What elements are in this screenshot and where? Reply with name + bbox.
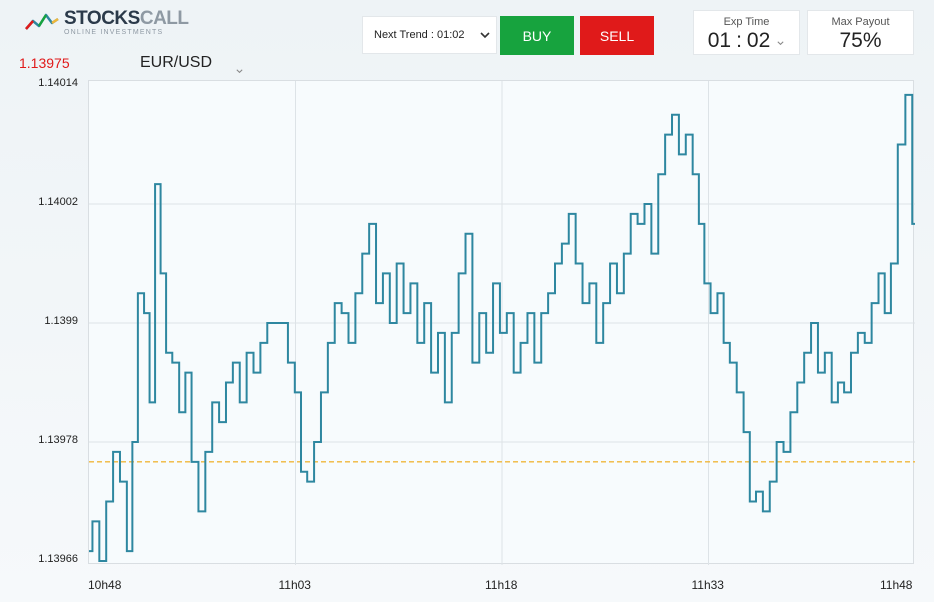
exp-time-minutes: 01 — [707, 29, 732, 52]
logo-name: STOCKSCALL — [64, 9, 189, 28]
max-payout-box: Max Payout 75% — [807, 10, 914, 55]
chevron-down-icon — [777, 40, 784, 45]
y-tick-label: 1.14002 — [38, 196, 78, 208]
logo: STOCKSCALL ONLINE INVESTMENTS — [24, 8, 189, 36]
y-tick-label: 1.1399 — [44, 315, 78, 327]
logo-tagline: ONLINE INVESTMENTS — [64, 28, 164, 36]
currency-pair[interactable]: EUR/USD — [140, 54, 213, 71]
exp-time-label: Exp Time — [723, 16, 770, 28]
exp-time-seconds: 02 — [746, 29, 771, 52]
chart-line-logo-icon — [25, 13, 59, 30]
logo-name-light: CALL — [139, 7, 189, 29]
price-chart-svg — [89, 81, 915, 565]
x-tick-label: 10h48 — [88, 578, 122, 592]
exp-time-box[interactable]: Exp Time 01 : 02 — [693, 10, 800, 55]
x-tick-label: 11h03 — [278, 578, 311, 592]
y-tick-label: 1.14014 — [38, 77, 78, 89]
price-series-line — [89, 93, 915, 562]
exp-time-separator: : — [736, 29, 742, 52]
x-tick-label: 11h18 — [485, 578, 518, 592]
logo-name-main: STOCKS — [64, 7, 140, 29]
exp-time-value[interactable]: 01 : 02 — [694, 29, 799, 53]
sell-button[interactable]: SELL — [580, 16, 654, 55]
current-price: 1.13975 — [19, 55, 70, 71]
price-chart[interactable] — [88, 80, 915, 565]
x-tick-label: 11h33 — [691, 578, 724, 592]
y-tick-label: 1.13978 — [38, 434, 78, 446]
max-payout-value: 75% — [839, 29, 882, 52]
max-payout-label: Max Payout — [831, 16, 890, 28]
next-trend-label: Next Trend : 01:02 — [374, 29, 465, 41]
chevron-down-icon[interactable] — [235, 67, 244, 76]
y-tick-label: 1.13966 — [38, 553, 78, 565]
x-tick-label: 11h48 — [880, 578, 913, 592]
chevron-down-icon — [480, 32, 490, 39]
buy-button[interactable]: BUY — [500, 16, 574, 55]
next-trend-select[interactable]: Next Trend : 01:02 — [362, 16, 497, 54]
